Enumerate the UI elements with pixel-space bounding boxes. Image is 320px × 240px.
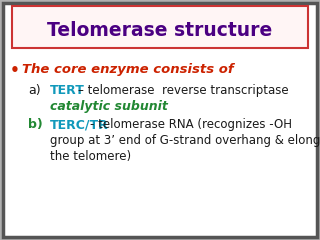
- Text: The core enzyme consists of: The core enzyme consists of: [22, 63, 234, 76]
- Text: •: •: [10, 63, 20, 78]
- Text: catalytic subunit: catalytic subunit: [50, 100, 168, 113]
- Text: - telomerase RNA (recognizes -OH: - telomerase RNA (recognizes -OH: [90, 118, 292, 131]
- Text: the telomere): the telomere): [50, 150, 131, 163]
- Bar: [12, 6, 308, 48]
- Text: TERC/TR: TERC/TR: [50, 118, 109, 131]
- Text: Telomerase structure: Telomerase structure: [47, 20, 273, 40]
- Text: TERT: TERT: [50, 84, 85, 97]
- Text: group at 3’ end of G-strand overhang & elongates: group at 3’ end of G-strand overhang & e…: [50, 134, 320, 147]
- Text: b): b): [28, 118, 43, 131]
- Text: a): a): [28, 84, 41, 97]
- Text: – telomerase  reverse transcriptase: – telomerase reverse transcriptase: [78, 84, 289, 97]
